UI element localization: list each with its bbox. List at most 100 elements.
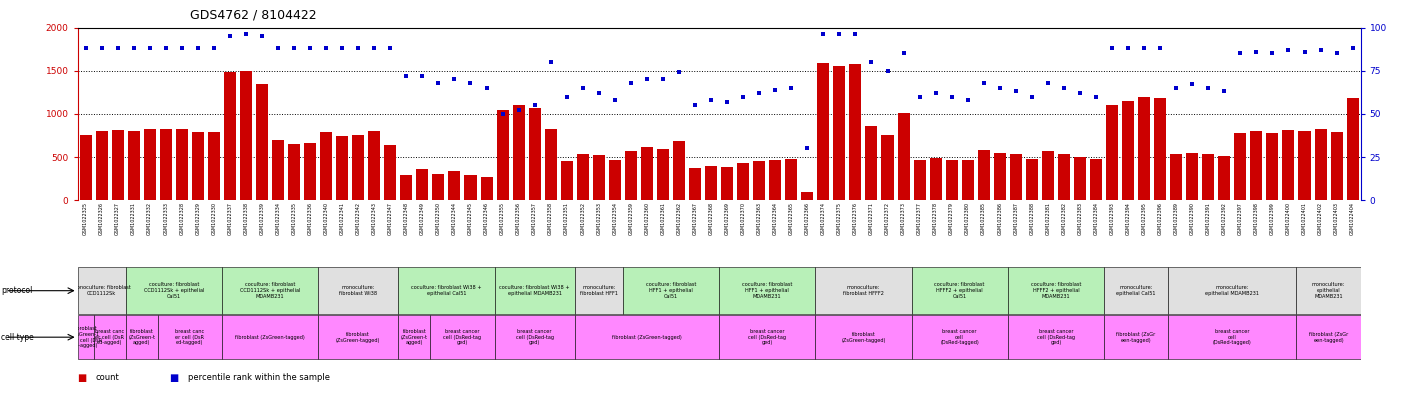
- Text: breast cancer
cell (DsRed-tag
ged): breast cancer cell (DsRed-tag ged): [749, 329, 787, 345]
- Bar: [399, 267, 495, 314]
- Text: GSM1022346: GSM1022346: [484, 202, 489, 235]
- Bar: [96, 131, 107, 200]
- Bar: [1090, 159, 1103, 200]
- Point: [1132, 45, 1155, 51]
- Point: [699, 97, 722, 103]
- Bar: [128, 131, 140, 200]
- Text: GSM1022380: GSM1022380: [966, 202, 970, 235]
- Point: [780, 85, 802, 91]
- Bar: [785, 159, 797, 200]
- Bar: [912, 267, 1008, 314]
- Bar: [592, 155, 605, 200]
- Point: [1021, 94, 1043, 100]
- Text: GSM1022356: GSM1022356: [516, 202, 522, 235]
- Bar: [1347, 98, 1359, 200]
- Point: [331, 45, 354, 51]
- Bar: [673, 141, 685, 200]
- Point: [1149, 45, 1172, 51]
- Text: GSM1022332: GSM1022332: [147, 202, 152, 235]
- Text: GSM1022325: GSM1022325: [83, 202, 87, 235]
- Text: count: count: [96, 373, 120, 382]
- Bar: [78, 267, 125, 314]
- Text: GSM1022367: GSM1022367: [692, 202, 698, 235]
- Text: GSM1022345: GSM1022345: [468, 202, 472, 235]
- Text: coculture: fibroblast Wi38 +
epithelial MDAMB231: coculture: fibroblast Wi38 + epithelial …: [499, 285, 570, 296]
- Bar: [689, 168, 701, 200]
- Bar: [866, 126, 877, 200]
- Bar: [192, 132, 204, 200]
- Point: [1277, 47, 1300, 53]
- Text: GSM1022397: GSM1022397: [1238, 202, 1242, 235]
- Point: [684, 102, 706, 108]
- Point: [1069, 90, 1091, 96]
- Point: [203, 45, 226, 51]
- Text: fibroblast
(ZsGreen-1
eer cell (DsR
ed-agged): fibroblast (ZsGreen-1 eer cell (DsR ed-a…: [69, 326, 102, 348]
- Point: [491, 111, 513, 117]
- Text: coculture: fibroblast
HFF1 + epithelial
Cal51: coculture: fibroblast HFF1 + epithelial …: [646, 283, 697, 299]
- Text: GSM1022379: GSM1022379: [949, 202, 955, 235]
- Bar: [575, 267, 623, 314]
- Point: [797, 145, 819, 152]
- Bar: [320, 132, 333, 200]
- Text: GSM1022387: GSM1022387: [1014, 202, 1018, 235]
- Text: GSM1022372: GSM1022372: [885, 202, 890, 235]
- Bar: [1297, 267, 1361, 314]
- Bar: [272, 140, 283, 200]
- Point: [876, 68, 898, 74]
- Bar: [144, 129, 155, 200]
- Text: coculture: fibroblast
CCD1112Sk + epithelial
Cal51: coculture: fibroblast CCD1112Sk + epithe…: [144, 283, 204, 299]
- Text: GSM1022378: GSM1022378: [933, 202, 938, 235]
- Text: GSM1022339: GSM1022339: [259, 202, 265, 235]
- Bar: [1170, 154, 1182, 200]
- Bar: [1042, 151, 1053, 200]
- Bar: [125, 315, 158, 359]
- Point: [1036, 80, 1059, 86]
- Text: GSM1022355: GSM1022355: [501, 202, 505, 235]
- Text: breast cancer
cell (DsRed-tag
ged): breast cancer cell (DsRed-tag ged): [444, 329, 481, 345]
- Bar: [815, 267, 912, 314]
- Bar: [1297, 315, 1361, 359]
- Text: GSM1022383: GSM1022383: [1077, 202, 1083, 235]
- Bar: [946, 160, 957, 200]
- Point: [443, 76, 465, 83]
- Point: [314, 45, 337, 51]
- Point: [1004, 88, 1026, 95]
- Text: breast cancer
cell (DsRed-tag
ged): breast cancer cell (DsRed-tag ged): [516, 329, 554, 345]
- Text: GSM1022341: GSM1022341: [340, 202, 344, 235]
- Bar: [207, 132, 220, 200]
- Text: monoculture:
fibroblast Wi38: monoculture: fibroblast Wi38: [340, 285, 378, 296]
- Bar: [719, 315, 815, 359]
- Point: [651, 76, 674, 83]
- Point: [362, 45, 385, 51]
- Point: [1213, 88, 1235, 95]
- Text: GSM1022403: GSM1022403: [1334, 202, 1340, 235]
- Bar: [399, 315, 430, 359]
- Point: [973, 80, 995, 86]
- Point: [106, 45, 128, 51]
- Bar: [385, 145, 396, 200]
- Text: monoculture: fibroblast
CCD1112Sk: monoculture: fibroblast CCD1112Sk: [72, 285, 131, 296]
- Point: [764, 86, 787, 93]
- Bar: [448, 171, 461, 200]
- Text: ■: ■: [169, 373, 179, 383]
- Text: GSM1022337: GSM1022337: [227, 202, 233, 235]
- Point: [395, 73, 417, 79]
- Text: GSM1022386: GSM1022386: [997, 202, 1003, 235]
- Point: [1310, 47, 1332, 53]
- Text: GSM1022340: GSM1022340: [324, 202, 329, 235]
- Bar: [898, 113, 909, 200]
- Text: GSM1022361: GSM1022361: [660, 202, 666, 235]
- Text: fibroblast (ZsGr
een-tagged): fibroblast (ZsGr een-tagged): [1117, 332, 1156, 343]
- Text: breast canc
er cell (DsR
ed-agged): breast canc er cell (DsR ed-agged): [94, 329, 124, 345]
- Text: GSM1022330: GSM1022330: [212, 202, 216, 235]
- Bar: [1138, 97, 1151, 200]
- Point: [1165, 85, 1187, 91]
- Bar: [1167, 315, 1297, 359]
- Bar: [1026, 159, 1038, 200]
- Text: fibroblast (ZsGreen-tagged): fibroblast (ZsGreen-tagged): [235, 335, 305, 340]
- Text: coculture: fibroblast
HFFF2 + epithelial
MDAMB231: coculture: fibroblast HFFF2 + epithelial…: [1031, 283, 1081, 299]
- Text: GDS4762 / 8104422: GDS4762 / 8104422: [190, 9, 317, 22]
- Text: monoculture:
fibroblast HFFF2: monoculture: fibroblast HFFF2: [843, 285, 884, 296]
- Point: [1261, 50, 1283, 57]
- Text: breast cancer
cell
(DsRed-tagged): breast cancer cell (DsRed-tagged): [1213, 329, 1252, 345]
